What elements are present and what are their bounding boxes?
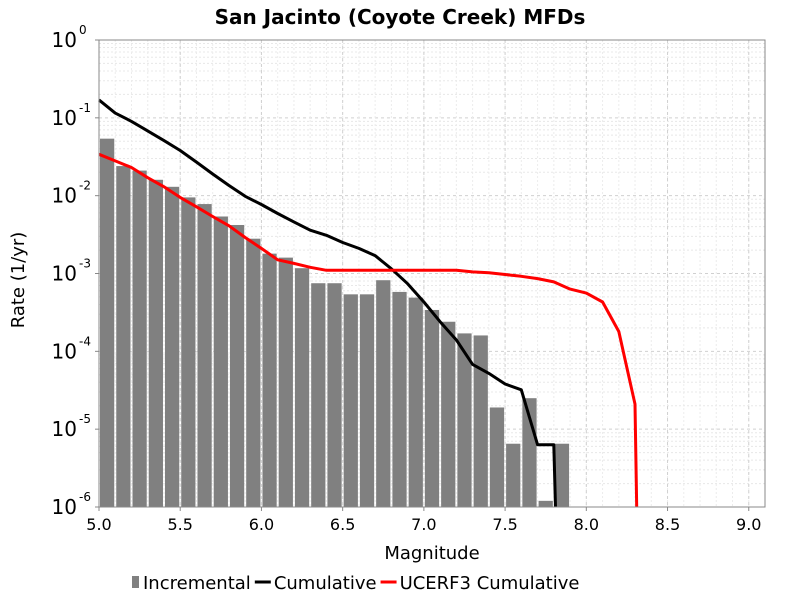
x-tick-label: 7.5: [492, 515, 517, 534]
incremental-bar: [294, 268, 310, 507]
incremental-bar: [164, 186, 180, 507]
x-tick-label: 9.0: [736, 515, 761, 534]
incremental-bar: [116, 166, 131, 508]
x-axis-label: Magnitude: [384, 543, 479, 564]
x-tick-label: 8.0: [574, 515, 599, 534]
legend-swatch-incremental: [132, 576, 139, 588]
y-tick-label: 10: [52, 184, 77, 208]
cumulative-line: [98, 98, 557, 508]
incremental-bar: [343, 294, 358, 507]
y-tick-exponent: -4: [79, 334, 91, 348]
incremental-bar: [441, 321, 456, 507]
legend: Incremental Cumulative UCERF3 Cumulative: [132, 573, 579, 594]
x-tick-label: 6.0: [249, 515, 274, 534]
incremental-bar: [424, 309, 440, 507]
y-tick-label: 10: [52, 106, 77, 130]
incremental-bar: [148, 179, 163, 507]
legend-label: Incremental: [143, 573, 251, 594]
x-tick-label: 5.0: [86, 515, 111, 534]
incremental-bars: [100, 138, 570, 508]
incremental-bar: [376, 280, 391, 507]
incremental-bar: [132, 170, 147, 507]
incremental-bar: [554, 443, 570, 507]
y-tick-label: 10: [52, 262, 77, 286]
incremental-bar: [538, 500, 553, 507]
y-tick-exponent: -2: [79, 179, 91, 193]
y-tick-label: 10: [52, 495, 77, 519]
incremental-bar: [408, 297, 423, 507]
incremental-bar: [229, 224, 245, 508]
incremental-bar: [473, 335, 488, 507]
incremental-bar: [278, 257, 293, 507]
y-tick-label: 10: [52, 339, 77, 363]
x-axis-ticks: 5.0 5.5 6.0 6.5 7.0 7.5 8.0 8.5 9.0: [86, 507, 761, 534]
incremental-bar: [359, 294, 375, 507]
y-tick-exponent: -5: [79, 412, 91, 426]
chart-title: San Jacinto (Coyote Creek) MFDs: [215, 5, 586, 29]
incremental-bar: [197, 204, 212, 507]
x-tick-label: 5.5: [167, 515, 192, 534]
legend-label: UCERF3 Cumulative: [400, 573, 580, 594]
x-tick-label: 7.0: [411, 515, 436, 534]
y-axis-label: Rate (1/yr): [8, 232, 29, 329]
incremental-bar: [327, 283, 342, 507]
legend-label: Cumulative: [274, 573, 377, 594]
incremental-bar: [262, 253, 277, 507]
incremental-bar: [213, 216, 228, 507]
x-tick-label: 6.5: [330, 515, 355, 534]
incremental-bar: [457, 333, 472, 507]
y-tick-label: 10: [52, 28, 77, 52]
y-tick-label: 10: [52, 417, 77, 441]
incremental-bar: [246, 238, 261, 507]
x-tick-label: 8.5: [655, 515, 680, 534]
incremental-bar: [181, 197, 196, 507]
y-tick-exponent: -6: [79, 490, 91, 504]
ucerf3-cumulative-line: [98, 152, 639, 508]
y-tick-exponent: -1: [79, 101, 91, 115]
incremental-bar: [489, 407, 505, 507]
y-tick-exponent: 0: [79, 23, 87, 37]
incremental-bar: [506, 443, 521, 507]
incremental-bar: [100, 138, 115, 507]
incremental-bar: [311, 283, 326, 507]
incremental-bar: [392, 291, 407, 507]
y-tick-exponent: -3: [79, 257, 91, 271]
cumulative-lines: [98, 98, 639, 508]
